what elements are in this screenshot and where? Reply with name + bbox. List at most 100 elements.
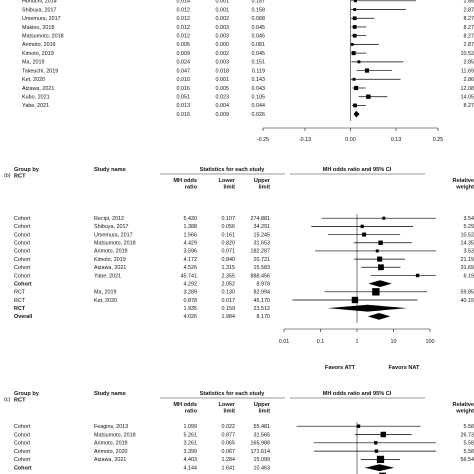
panel-b-row-10-estimate: 0.878 (184, 298, 198, 304)
panel-c-row-4-estimate: 4.403 (184, 457, 198, 463)
panel-a-row-12-weight: 8.27 (464, 103, 474, 109)
panel-b-row-5-group: Cohort (14, 257, 31, 263)
panel-a-row-9-upper: 0.143 (252, 77, 266, 83)
panel-b-col-upper: Upper limit (254, 178, 271, 190)
panel-a-row-2-estimate: 0.012 (177, 16, 191, 22)
panel-a-row-11-marker (366, 94, 371, 99)
panel-c-row-0-upper: 55.481 (254, 424, 271, 430)
panel-b-row-7-estimate: 45.741 (181, 273, 198, 279)
panel-a-row-3-marker (352, 25, 357, 29)
panel-a-row-5-lower: 0.000 (216, 42, 230, 48)
panel-b-row-7-upper: 888.456 (251, 273, 271, 279)
panel-b-row-11-estimate: 1.935 (184, 306, 198, 312)
panel-a-row-2-study: Umemura, 2017 (22, 16, 61, 22)
panel-a-row-1-lower: 0.001 (216, 7, 230, 13)
panel-a-row-5-marker (350, 42, 354, 46)
panel-b-row-3-study: Matsumoto, 2018 (94, 241, 136, 247)
panel-b-row-9-upper: 82.994 (254, 290, 271, 296)
panel-a-x-tick-label-1: -0.13 (299, 137, 311, 143)
panel-a-row-6-marker (351, 51, 356, 56)
panel-b-row-9-group: RCT (14, 290, 26, 296)
panel-c-row-4-group: Cohort (14, 457, 31, 463)
panel-a-row-8-estimate: 0.047 (177, 68, 191, 74)
panel-c-row-3-group: Cohort (14, 449, 31, 455)
panel-c-row-0-group: Cohort (14, 424, 31, 430)
panel-b-row-7-group: Cohort (14, 273, 31, 279)
panel-b-row-5-study: Kimoto, 2019 (94, 257, 126, 263)
panel-b-row-10-study: Ket, 2020 (94, 298, 117, 304)
panel-b-row-1-group: Cohort (14, 224, 31, 230)
panel-b-row-12-diamond (367, 312, 391, 320)
panel-b-row-3-lower: 0.820 (222, 241, 236, 247)
panel-a-row-7-marker (357, 60, 361, 64)
panel-b-col-group: Group by RCT (14, 167, 40, 179)
panel-b-row-10-weight: 40.15 (461, 298, 474, 304)
panel-b-row-4-study: Arimoto, 2019 (94, 249, 128, 255)
panel-a-row-1-upper: 0.158 (252, 7, 266, 13)
panel-c-row-5-diamond (364, 464, 395, 472)
panel-a-row-11-lower: 0.023 (216, 95, 230, 101)
panel-b-row-2-marker (362, 232, 367, 237)
panel-a-row-3-upper: 0.045 (252, 25, 266, 31)
panel-b-row-8-diamond (368, 280, 392, 288)
panel-a-row-7-estimate: 0.024 (177, 60, 191, 66)
panel-b-row-0-lower: 0.107 (222, 216, 236, 222)
panel-c-col-estimate: MH odds ratio (173, 402, 197, 414)
panel-a-row-7-upper: 0.151 (252, 60, 266, 66)
panel-a-row-8-lower: 0.018 (216, 68, 230, 74)
panel-b-row-7-weight: 6.19 (464, 273, 474, 279)
panel-b-plot-header: MH odds ratio and 95% CI (323, 167, 392, 173)
panel-a-row-10-upper: 0.043 (252, 86, 266, 92)
panel-b-row-6-group: Cohort (14, 265, 31, 271)
panel-a-x-tick-label-4: 0.25 (433, 137, 444, 143)
panel-b-col-weight: Relative weight (453, 178, 474, 190)
panel-a-row-6-lower: 0.002 (216, 51, 230, 57)
panel-b-row-7-marker (415, 273, 420, 278)
panel-b-row-1-lower: 0.056 (222, 224, 236, 230)
panel-b-row-0-group: Cohort (14, 216, 31, 222)
panel-c-row-0-marker (356, 424, 361, 428)
panel-c-row-4-weight: 56.54 (461, 457, 474, 463)
panel-a-row-13-lower: 0.009 (216, 112, 230, 118)
panel-a-row-10-weight: 12.08 (461, 86, 474, 92)
panel-c-row-2-marker (374, 441, 378, 445)
panel-c-row-1-estimate: 5.261 (184, 432, 198, 438)
panel-b-row-5-marker (377, 256, 383, 262)
panel-b-row-10-marker (351, 296, 359, 304)
panel-b-row-3-estimate: 4.429 (184, 241, 198, 247)
panel-b-row-5-estimate: 4.172 (184, 257, 198, 263)
panel-a-row-3-weight: 8.27 (464, 25, 474, 31)
panel-b-row-4-upper: 182.287 (251, 249, 271, 255)
panel-a-row-4-weight: 8.27 (464, 33, 474, 39)
panel-b-row-6-lower: 1.315 (222, 265, 236, 271)
panel-c-row-5-group: Cohort (14, 466, 32, 472)
panel-b-row-1-study: Shibuya, 2017 (94, 224, 128, 230)
panel-a-row-5-estimate: 0.005 (177, 42, 191, 48)
panel-a-row-11-estimate: 0.051 (177, 95, 191, 101)
panel-a-row-2-upper: 0.068 (252, 16, 266, 22)
panel-a-row-4-estimate: 0.012 (177, 33, 191, 39)
panel-b-col-study: Study name (94, 167, 126, 173)
panel-a-x-tick-label-2: 0.00 (345, 137, 356, 143)
panel-b-row-8-group: Cohort (14, 281, 32, 287)
panel-b-row-3-marker (378, 240, 383, 245)
panel-c-row-4-lower: 1.284 (222, 457, 236, 463)
panel-a-row-12-upper: 0.044 (252, 103, 266, 109)
panel-a-row-11-study: Kubo, 2021 (22, 95, 50, 101)
panel-c-plot-header: MH odds ratio and 95% CI (323, 391, 392, 397)
panel-b-row-5-lower: 0.840 (222, 257, 236, 263)
panel-c-row-4-marker (376, 455, 385, 464)
panel-b-row-7-lower: 2.355 (222, 273, 236, 279)
panel-c-col-upper: Upper limit (254, 402, 271, 414)
panel-b-row-9-weight: 59.85 (461, 290, 474, 296)
panel-a-row-12-marker (353, 103, 357, 108)
panel-a-row-5-study: Arimoto, 2019 (22, 42, 56, 48)
panel-b-row-10-group: RCT (14, 298, 26, 304)
panel-c-row-1-lower: 0.877 (222, 432, 236, 438)
panel-b-x-tick-label-4: 100 (426, 339, 435, 345)
panel-a-row-3-lower: 0.003 (216, 25, 230, 31)
panel-a-row-9-weight: 2.86 (464, 77, 474, 83)
panel-b-row-6-upper: 15.583 (254, 265, 271, 271)
panel-c-row-1-study: Matsumoto, 2018 (94, 432, 136, 438)
panel-c-col-lower: Lower limit (219, 402, 236, 414)
